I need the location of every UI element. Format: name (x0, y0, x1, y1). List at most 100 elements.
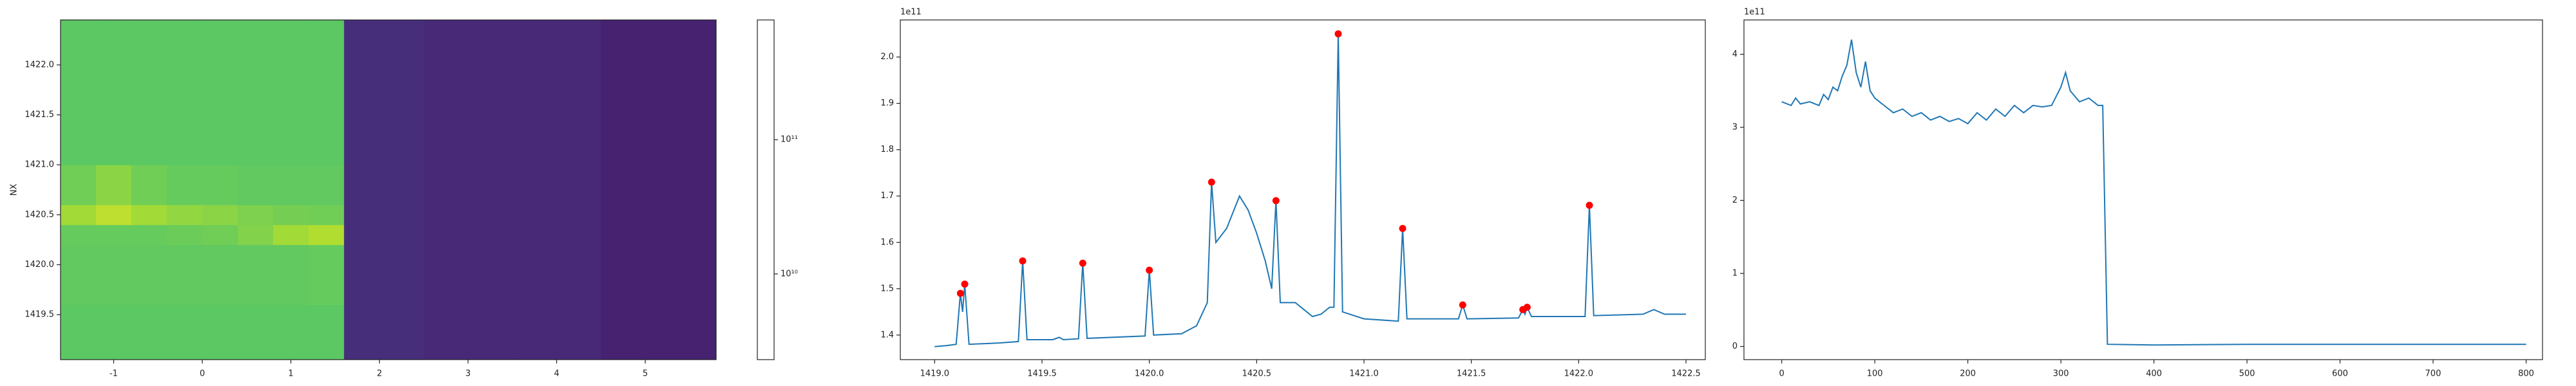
heatmap-cell (238, 20, 274, 116)
x-tick-label: 800 (2518, 369, 2534, 379)
peak-marker (1523, 304, 1531, 311)
heatmap-cell (238, 225, 274, 245)
heatmap-cell (131, 20, 167, 116)
y-tick-label: 1421.5 (25, 110, 55, 120)
heatmap-cell (344, 20, 424, 116)
heatmap-cell (96, 115, 132, 165)
axes-frame (900, 19, 1706, 360)
heatmap-cell (61, 304, 97, 360)
heatmap-cell (202, 304, 238, 360)
x-tick-label: 500 (2239, 369, 2255, 379)
heatmap-cell (61, 20, 97, 116)
heatmap-cell (424, 20, 513, 116)
y-tick-label: 2 (1732, 196, 1738, 205)
x-tick-label: 4 (554, 369, 559, 379)
y-tick-label: 1419.5 (25, 310, 55, 320)
heatmap-cell (512, 115, 601, 165)
heatmap-cell (424, 225, 513, 245)
heatmap-cell (238, 205, 274, 225)
x-tick-label: 200 (1960, 369, 1976, 379)
heatmap-cell (512, 225, 601, 245)
heatmap-cell (61, 205, 97, 225)
heatmap-cell (344, 304, 424, 360)
x-tick-label: -1 (109, 369, 118, 379)
x-tick-label: 700 (2425, 369, 2441, 379)
y-tick-label: 1.6 (880, 237, 894, 247)
heatmap-cell (96, 304, 132, 360)
y-tick-label: 3 (1732, 122, 1738, 132)
x-tick-label: 400 (2146, 369, 2162, 379)
x-tick-label: 1 (289, 369, 294, 379)
heatmap-cell (131, 205, 167, 225)
heatmap-cell (238, 165, 274, 205)
y-tick-label: 1.8 (880, 145, 894, 154)
x-tick-label: 600 (2332, 369, 2348, 379)
peak-marker (1459, 301, 1466, 309)
peak-marker (1079, 259, 1086, 267)
heatmap-cell (131, 304, 167, 360)
heatmap-cell (601, 225, 717, 245)
offset-text: 1e11 (1744, 8, 1765, 17)
y-tick-label: 2.0 (880, 52, 894, 62)
heatmap-cell (202, 244, 238, 306)
peak-marker (956, 290, 964, 297)
heatmap-cell (308, 115, 345, 165)
heatmap-cell (273, 205, 309, 225)
heatmap-cell (167, 115, 203, 165)
heatmap-cell (96, 225, 132, 245)
heatmap-cell (273, 304, 309, 360)
heatmap-cell (273, 165, 309, 205)
y-tick-label: 1422.0 (25, 60, 55, 69)
x-tick-label: 1421.0 (1349, 369, 1379, 379)
heatmap-cell (238, 244, 274, 306)
heatmap-cell (601, 165, 717, 205)
heatmap-cell (273, 20, 309, 116)
heatmap-cell (512, 165, 601, 205)
heatmap-cell (131, 165, 167, 205)
heatmap-cell (512, 20, 601, 116)
heatmap-cell (167, 165, 203, 205)
heatmap-cell (131, 115, 167, 165)
heatmap-cell (167, 244, 203, 306)
peak-marker (1146, 266, 1153, 274)
heatmap-cell (512, 205, 601, 225)
heatmap-cell (424, 165, 513, 205)
y-tick-label: 4 (1732, 50, 1738, 59)
heatmap-cell (308, 205, 345, 225)
heatmap-cell (344, 225, 424, 245)
data-line (1781, 39, 2526, 346)
x-tick-label: 5 (643, 369, 648, 379)
x-tick-label: 1421.5 (1457, 369, 1486, 379)
x-tick-label: 1422.0 (1564, 369, 1594, 379)
heatmap-cell (512, 244, 601, 306)
heatmap-cell (344, 205, 424, 225)
heatmap-cell (238, 115, 274, 165)
heatmap-cell (61, 225, 97, 245)
peak-marker (1334, 30, 1342, 38)
heatmap-cell (131, 244, 167, 306)
y-tick-label: 1420.5 (25, 210, 55, 219)
heatmap-cell (601, 20, 717, 116)
heatmap-cell (273, 244, 309, 306)
heatmap-cell (167, 225, 203, 245)
peak-marker (961, 280, 969, 288)
x-tick-label: 0 (1779, 369, 1785, 379)
heatmap-cell (601, 115, 717, 165)
heatmap-cell (96, 165, 132, 205)
y-tick-label: 1.9 (880, 98, 894, 108)
peak-marker (1399, 225, 1406, 232)
axes-frame (60, 19, 717, 360)
heatmap-cell (512, 304, 601, 360)
x-tick-label: 1422.5 (1671, 369, 1701, 379)
heatmap-cell (202, 225, 238, 245)
y-tick-label: 1420.0 (25, 260, 55, 270)
heatmap-cell (96, 244, 132, 306)
heatmap-cell (308, 225, 345, 245)
y-tick-label: 1421.0 (25, 160, 55, 170)
peak-marker (1019, 257, 1027, 265)
colorbar-tick-label: 10¹¹ (781, 135, 798, 145)
heatmap-cell (424, 304, 513, 360)
x-tick-label: 0 (200, 369, 205, 379)
heatmap-cell (308, 304, 345, 360)
heatmap-cell (308, 20, 345, 116)
